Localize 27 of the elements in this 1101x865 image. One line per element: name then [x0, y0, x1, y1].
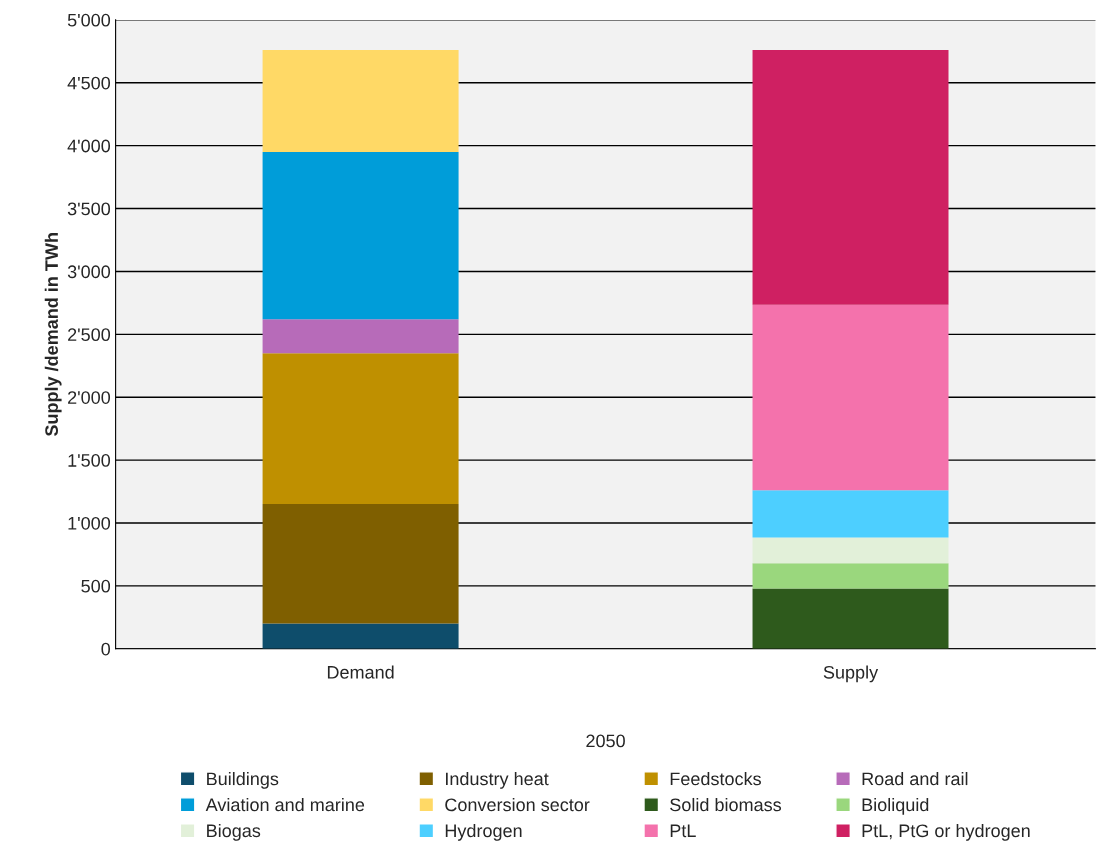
legend-label: Solid biomass: [670, 797, 782, 812]
legend-label: Hydrogen: [445, 823, 522, 841]
x-tick-label: Demand: [327, 665, 394, 679]
y-tick-label: 4'500: [67, 76, 111, 90]
y-tick-label: 500: [81, 579, 111, 593]
x-axis-title: 2050: [586, 734, 625, 748]
legend-label: PtL, PtG or hydrogen: [862, 823, 1030, 841]
y-tick-label: 5'000: [67, 13, 111, 27]
y-tick-label: 1'000: [68, 516, 111, 530]
y-tick-label: 2'500: [68, 328, 111, 342]
legend-label: Biogas: [207, 823, 261, 841]
y-tick-label: 1'500: [68, 454, 111, 467]
y-tick-label: 3'500: [67, 202, 111, 216]
legend-label: Feedstocks: [670, 772, 761, 786]
x-tick-label: Supply: [823, 665, 879, 683]
y-tick-label: 0: [101, 642, 111, 656]
legend-label: Buildings: [207, 772, 279, 789]
legend-label: Industry heat: [446, 772, 549, 789]
legend-label: Aviation and marine: [205, 797, 365, 812]
y-tick-label: 4'000: [67, 139, 111, 153]
y-axis-title: Supply /demand in TWh: [44, 233, 62, 437]
legend-label: PtL: [670, 824, 696, 838]
legend-label: Road and rail: [862, 772, 968, 786]
legend-label: Bioliquid: [862, 797, 929, 815]
y-tick-label: 2'000: [68, 391, 111, 404]
legend-label: Conversion sector: [445, 797, 590, 812]
y-tick-label: 3'000: [67, 265, 111, 279]
